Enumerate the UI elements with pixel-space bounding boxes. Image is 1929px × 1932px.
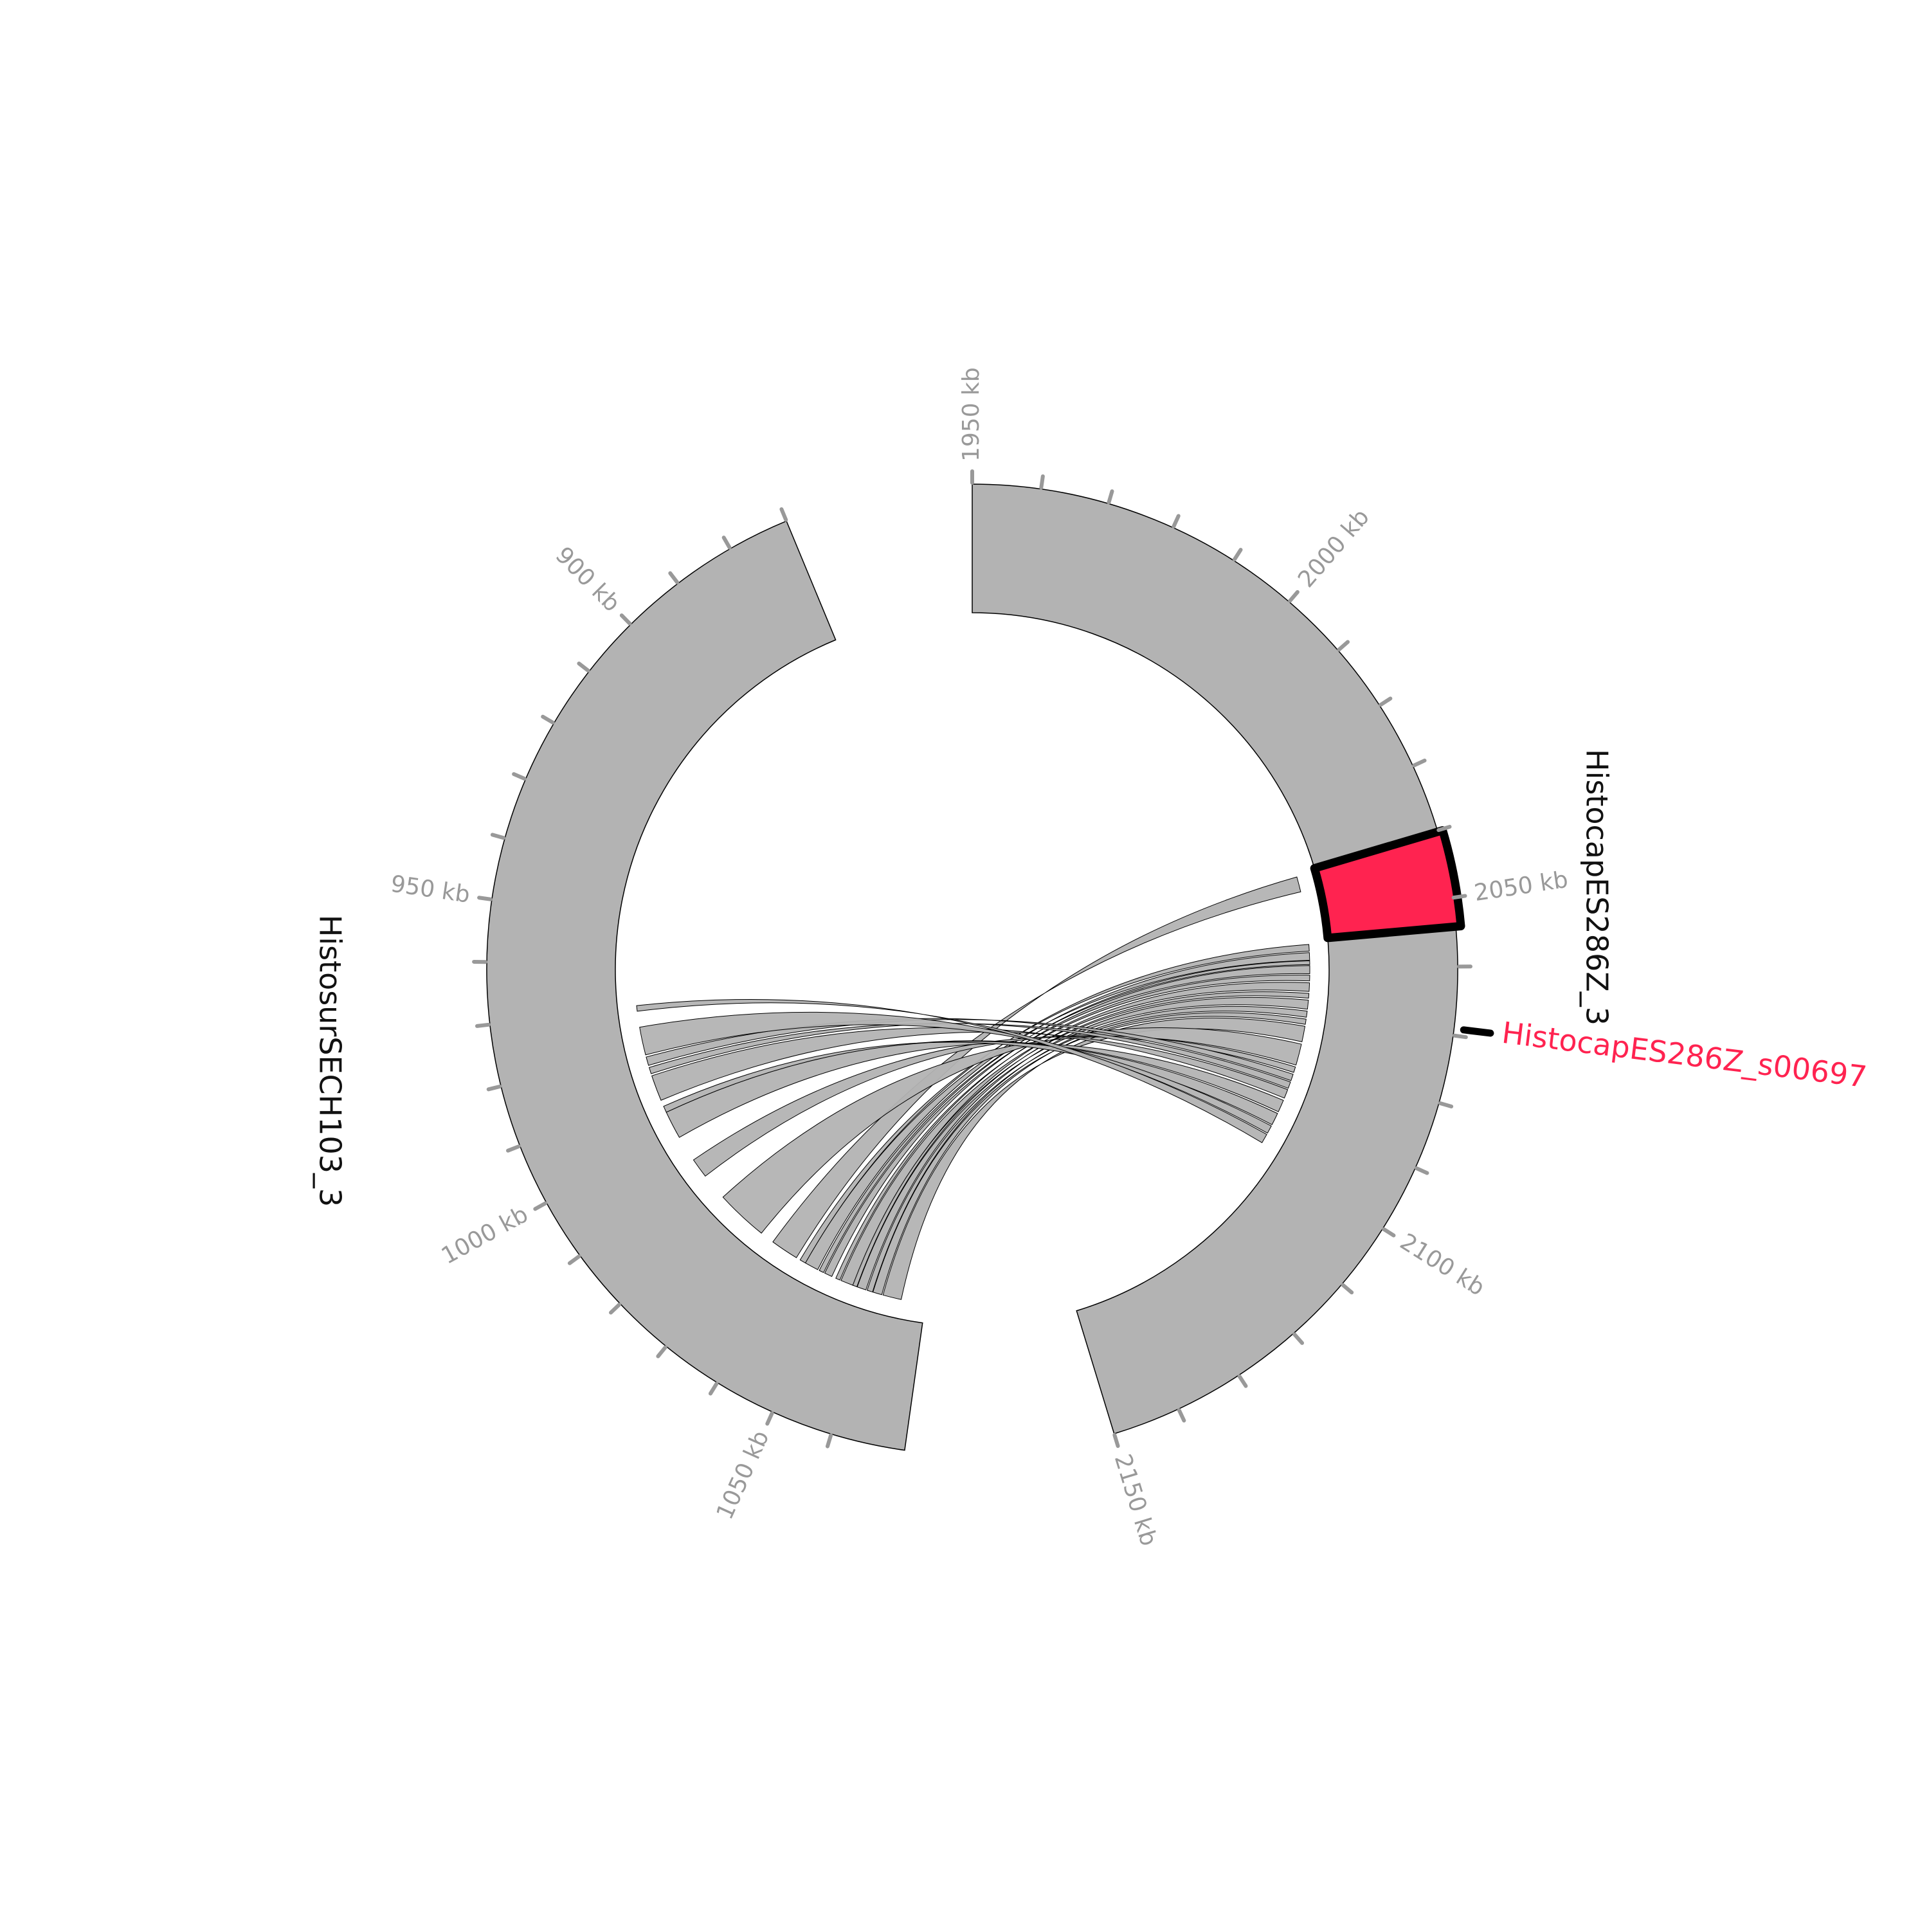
tick-label: 900 kb	[550, 542, 625, 617]
axis-tick	[543, 717, 553, 723]
axis-tick	[1414, 761, 1424, 766]
axis-tick	[579, 664, 588, 671]
axis-tick	[670, 573, 677, 582]
highlight-marker	[1463, 1030, 1490, 1033]
axis-tick	[570, 1256, 579, 1263]
axis-tick	[658, 1348, 665, 1357]
axis-tick	[1173, 516, 1178, 526]
tick-label: 2100 kb	[1395, 1229, 1489, 1301]
tick-label: 1050 kb	[712, 1427, 775, 1524]
axis-tick	[1417, 1168, 1427, 1173]
tick-label: 2150 kb	[1109, 1451, 1162, 1549]
axis-tick	[508, 1146, 519, 1151]
axis-tick	[1240, 1377, 1246, 1386]
axis-tick	[828, 1435, 831, 1446]
axis-tick	[1179, 1410, 1184, 1420]
tick-label: 950 kb	[389, 871, 471, 908]
axis-tick	[711, 1384, 716, 1393]
axis-tick	[1343, 1285, 1352, 1293]
highlight-label: HistocapES286Z_s00697	[1500, 1015, 1869, 1094]
axis-tick	[1454, 896, 1465, 898]
axis-tick	[724, 537, 730, 548]
axis-tick	[1440, 1103, 1451, 1106]
track-ideogram	[487, 521, 923, 1450]
axis-tick	[1235, 550, 1241, 559]
axis-tick	[514, 774, 525, 779]
axis-tick	[1290, 592, 1298, 601]
axis-tick	[1109, 491, 1112, 502]
tracks-layer	[487, 484, 1458, 1450]
axis-tick	[1339, 642, 1348, 650]
axis-tick	[535, 1204, 545, 1209]
track-name-label: HistosurSECH103_3	[313, 915, 348, 1207]
axis-tick	[479, 898, 491, 899]
axis-tick	[489, 1087, 500, 1089]
axis-tick	[1384, 1229, 1393, 1236]
axis-tick	[1041, 476, 1043, 488]
tick-label: 1000 kb	[437, 1201, 532, 1269]
axis-tick	[493, 835, 503, 838]
axis-tick	[622, 615, 630, 624]
track-name-label: HistocapES286Z_3	[1580, 749, 1615, 1025]
axis-tick	[1114, 1435, 1118, 1446]
tick-label: 1950 kb	[958, 367, 984, 462]
axis-tick	[1454, 1036, 1466, 1037]
axis-tick	[611, 1305, 619, 1312]
axis-tick	[781, 509, 786, 520]
tick-label: 2000 kb	[1293, 504, 1375, 593]
axis-tick	[477, 1025, 489, 1026]
axis-tick	[1294, 1334, 1302, 1342]
axis-tick	[1381, 698, 1390, 705]
tick-label: 2050 kb	[1472, 867, 1570, 907]
axis-tick	[767, 1413, 772, 1423]
